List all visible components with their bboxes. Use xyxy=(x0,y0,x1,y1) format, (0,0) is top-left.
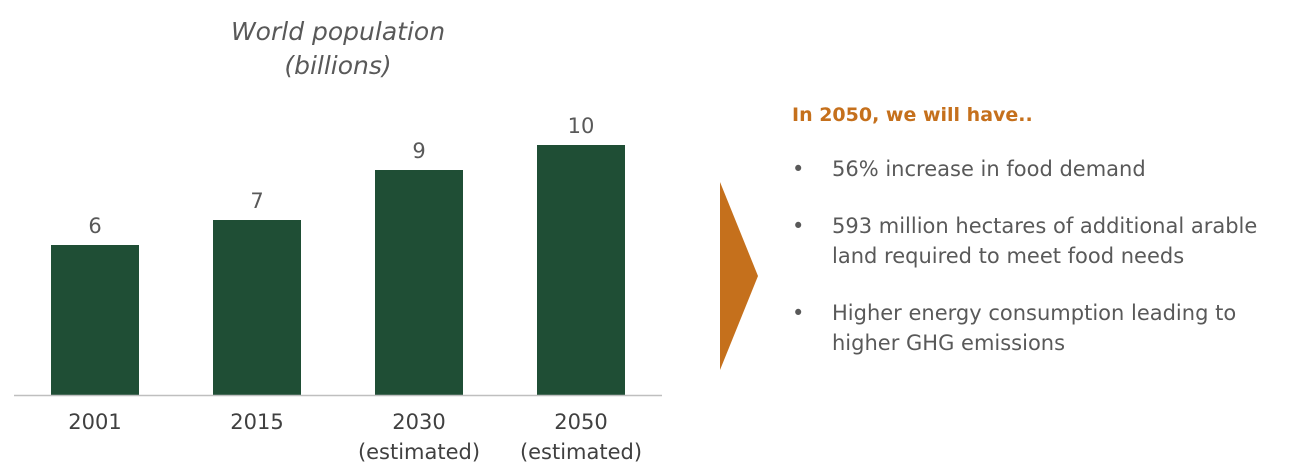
bar xyxy=(51,245,139,395)
facts-list: • 56% increase in food demand • 593 mill… xyxy=(792,154,1292,358)
x-tick-label: 2001 xyxy=(68,410,121,434)
x-tick-label: 2030 xyxy=(392,410,445,434)
x-tick-label: (estimated) xyxy=(520,440,642,464)
list-item-text: Higher energy consumption leading to hig… xyxy=(832,301,1237,355)
bar xyxy=(375,170,463,395)
chart-title: World population (billions) xyxy=(231,17,445,80)
data-label: 7 xyxy=(250,189,263,213)
bullet-icon: • xyxy=(792,301,805,325)
bar xyxy=(537,145,625,395)
chart-data-labels: 6 7 9 10 xyxy=(88,114,594,238)
data-label: 6 xyxy=(88,214,101,238)
panel-heading: In 2050, we will have.. xyxy=(792,104,1033,126)
chart-title-line: (billions) xyxy=(284,51,391,80)
list-item-text: 593 million hectares of additional arabl… xyxy=(832,214,1258,268)
list-item-text: 56% increase in food demand xyxy=(832,157,1146,181)
x-tick-label: 2050 xyxy=(554,410,607,434)
chart-title-line: World population xyxy=(231,17,445,46)
chart-bars xyxy=(51,145,625,395)
list-item: • 593 million hectares of additional ara… xyxy=(792,211,1292,271)
list-item: • Higher energy consumption leading to h… xyxy=(792,298,1292,358)
x-tick-label: 2015 xyxy=(230,410,283,434)
list-item: • 56% increase in food demand xyxy=(792,154,1292,184)
bullet-icon: • xyxy=(792,214,805,238)
data-label: 10 xyxy=(568,114,595,138)
chevron-arrow-icon xyxy=(720,182,758,370)
data-label: 9 xyxy=(412,139,425,163)
x-axis-tick-labels: 2001 2015 2030 (estimated) 2050 (estimated) xyxy=(68,410,642,464)
facts-panel: In 2050, we will have.. • 56% increase i… xyxy=(792,104,1292,385)
bullet-icon: • xyxy=(792,157,805,181)
bar xyxy=(213,220,301,395)
x-tick-label: (estimated) xyxy=(358,440,480,464)
